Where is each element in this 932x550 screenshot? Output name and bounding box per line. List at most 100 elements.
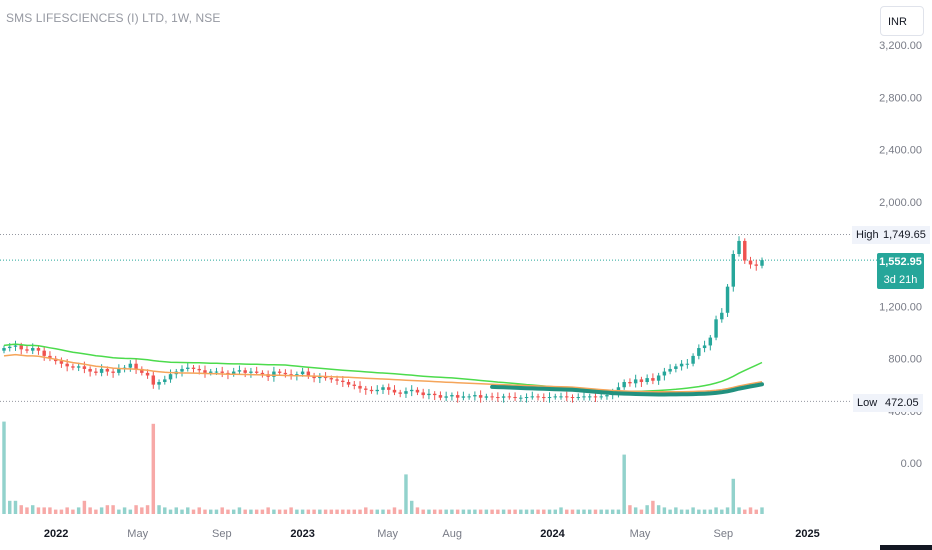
candle-body bbox=[369, 389, 374, 392]
candle-body bbox=[524, 397, 529, 399]
candle-body bbox=[88, 368, 92, 372]
candle-body bbox=[76, 366, 81, 368]
volume-bar bbox=[25, 507, 29, 514]
candle-body bbox=[432, 393, 437, 396]
volume-bar bbox=[536, 509, 540, 514]
volume-bar bbox=[645, 505, 649, 514]
volume-bar bbox=[272, 509, 276, 514]
volume-bar bbox=[496, 509, 500, 514]
volume-bar bbox=[501, 509, 506, 514]
volume-bar bbox=[398, 509, 402, 514]
candle-body bbox=[743, 240, 747, 261]
low-label: Low bbox=[853, 394, 882, 412]
volume-bar bbox=[266, 507, 270, 514]
candle-body bbox=[720, 312, 724, 320]
bottom-tab[interactable] bbox=[880, 545, 932, 550]
volume-bar bbox=[53, 509, 58, 514]
candle-body bbox=[163, 379, 167, 383]
candle-body bbox=[220, 371, 224, 373]
bar-countdown: 3d 21h bbox=[883, 274, 918, 286]
candle-body bbox=[490, 396, 494, 398]
volume-bar bbox=[105, 505, 110, 514]
volume-bar bbox=[283, 509, 288, 514]
candle-body bbox=[731, 254, 736, 287]
candle-body bbox=[519, 397, 523, 399]
candle-body bbox=[249, 371, 253, 373]
candle-body bbox=[685, 363, 690, 365]
candle-body bbox=[651, 378, 655, 381]
volume-bar bbox=[36, 507, 41, 514]
candle-body bbox=[180, 368, 184, 372]
candle-body bbox=[582, 396, 586, 398]
candle-body bbox=[616, 387, 621, 393]
candle-body bbox=[105, 368, 110, 372]
volume-bar bbox=[656, 505, 661, 514]
volume-bar bbox=[48, 507, 52, 514]
candle-body bbox=[559, 396, 563, 398]
x-tick-label: 2022 bbox=[44, 528, 68, 540]
volume-bar bbox=[559, 507, 563, 514]
candle-body bbox=[444, 396, 448, 398]
volume-bar bbox=[226, 509, 230, 514]
candle-body bbox=[622, 382, 626, 388]
volume-bar bbox=[582, 509, 586, 514]
volume-bar bbox=[731, 478, 736, 514]
candle-body bbox=[42, 350, 46, 356]
volume-bar bbox=[174, 507, 178, 514]
volume-bar bbox=[318, 509, 322, 514]
candle-body bbox=[59, 361, 64, 364]
x-tick-label: 2023 bbox=[290, 528, 314, 540]
candle-body bbox=[358, 385, 362, 389]
candle-body bbox=[438, 395, 443, 398]
volume-bar bbox=[295, 509, 299, 514]
volume-bar bbox=[404, 474, 408, 514]
candle-body bbox=[128, 363, 133, 368]
candle-body bbox=[48, 355, 52, 359]
volume-bar bbox=[409, 500, 414, 514]
candle-body bbox=[450, 395, 454, 397]
volume-bar bbox=[163, 507, 167, 514]
candle-body bbox=[760, 260, 764, 266]
candle-body bbox=[323, 376, 328, 379]
candle-body bbox=[392, 389, 397, 393]
candle-body bbox=[8, 346, 12, 349]
volume-bar bbox=[737, 507, 741, 514]
candle-body bbox=[668, 368, 672, 372]
volume-bar bbox=[2, 421, 6, 514]
volume-bar bbox=[524, 509, 529, 514]
candle-body bbox=[507, 396, 512, 398]
volume-bar bbox=[277, 509, 282, 514]
candle-body bbox=[576, 397, 580, 399]
x-tick-label: Aug bbox=[442, 528, 462, 540]
volume-bar bbox=[513, 509, 517, 514]
candle-body bbox=[478, 395, 483, 398]
volume-bar bbox=[369, 509, 374, 514]
candle-body bbox=[427, 393, 431, 396]
candle-body bbox=[145, 372, 150, 376]
volume-bar bbox=[82, 500, 87, 514]
volume-bar bbox=[214, 509, 219, 514]
candle-body bbox=[674, 366, 678, 369]
volume-bar bbox=[71, 509, 75, 514]
candle-body bbox=[737, 240, 741, 254]
volume-bar bbox=[633, 507, 638, 514]
candle-body bbox=[82, 366, 87, 369]
volume-bar bbox=[461, 509, 466, 514]
volume-bar bbox=[289, 507, 293, 514]
volume-bar bbox=[145, 505, 150, 514]
candle-body bbox=[398, 392, 402, 394]
currency-selector[interactable]: INR bbox=[880, 6, 924, 36]
volume-bar bbox=[651, 500, 655, 514]
x-tick-label: Sep bbox=[212, 528, 232, 540]
volume-bar bbox=[94, 509, 98, 514]
volume-bar bbox=[352, 509, 357, 514]
ma-thick-line bbox=[490, 382, 764, 397]
candle-body bbox=[197, 368, 201, 371]
chart-title: SMS LIFESCIENCES (I) LTD, 1W, NSE bbox=[6, 11, 221, 25]
candle-body bbox=[289, 374, 293, 376]
candle-body bbox=[415, 389, 420, 393]
candle-body bbox=[2, 348, 6, 351]
candle-body bbox=[191, 367, 196, 369]
volume-bar bbox=[467, 509, 471, 514]
